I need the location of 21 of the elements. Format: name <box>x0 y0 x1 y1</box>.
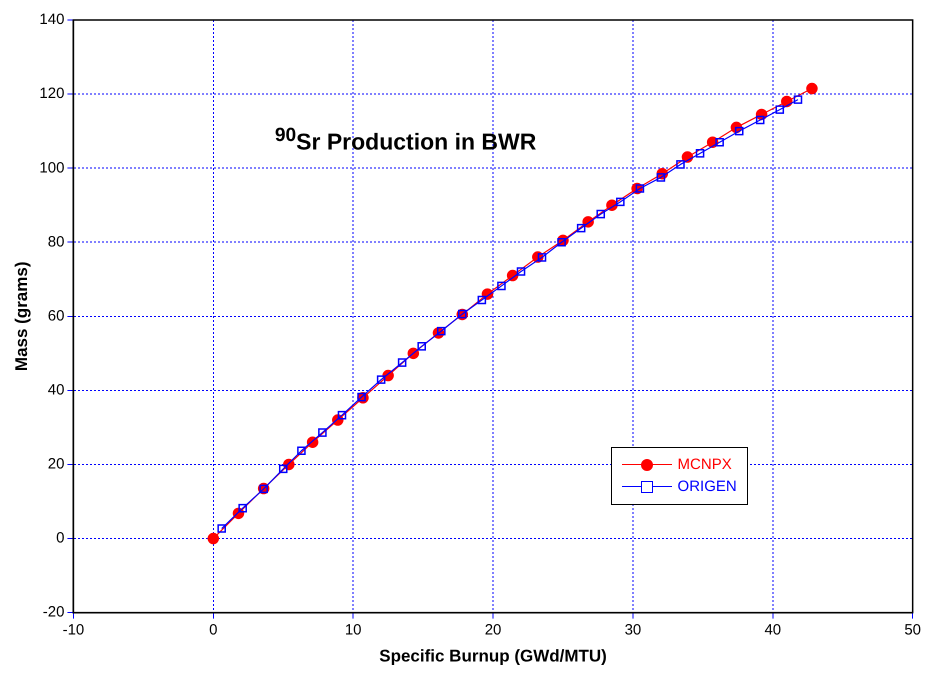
x-tick-label: 50 <box>904 622 921 639</box>
x-tick-label: 30 <box>624 622 642 639</box>
y-tick-label: 80 <box>48 233 64 250</box>
y-tick-label: 100 <box>39 159 64 176</box>
text: $^{90}$Sr Production in BWR <box>274 125 536 156</box>
x-tick-label: 40 <box>764 622 782 639</box>
y-tick-label: 120 <box>39 85 64 102</box>
y-tick-label: 60 <box>48 307 64 324</box>
x-axis-title: Specific Burnup (GWd/MTU) <box>379 646 607 666</box>
x-tick-label: 10 <box>344 622 362 639</box>
y-tick-label: 0 <box>56 530 64 547</box>
legend-label: MCNPX <box>678 456 732 474</box>
y-axis-title: Mass (grams) <box>12 261 31 372</box>
legend-label: ORIGEN <box>678 478 737 496</box>
y-tick-label: 20 <box>48 456 64 473</box>
y-tick-label: 40 <box>48 382 64 399</box>
y-tick-label: 140 <box>39 11 64 28</box>
y-tick-label: -20 <box>42 604 64 621</box>
x-tick-label: 20 <box>484 622 502 639</box>
x-tick-label: 0 <box>209 622 218 639</box>
x-tick-label: -10 <box>62 622 84 639</box>
